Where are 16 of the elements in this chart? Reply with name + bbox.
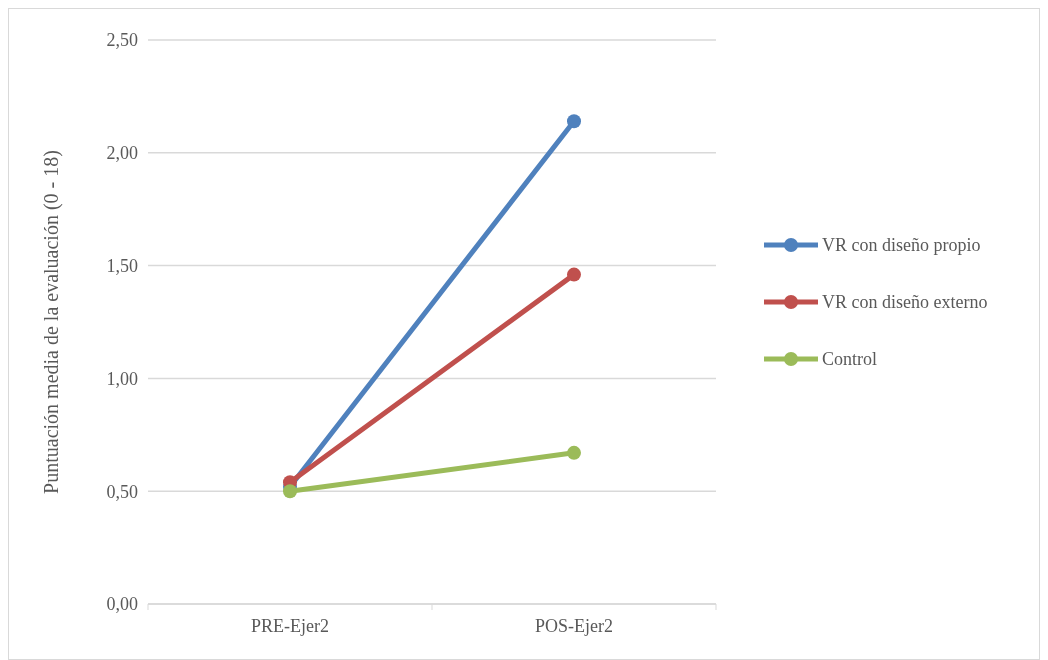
y-tick-label: 0,00 bbox=[106, 594, 138, 615]
y-tick-label: 2,00 bbox=[106, 143, 138, 164]
y-tick-label: 2,50 bbox=[106, 30, 138, 51]
legend-label: Control bbox=[822, 349, 878, 370]
legend-label: VR con diseño externo bbox=[822, 292, 988, 313]
point bbox=[567, 114, 581, 129]
legend-label: VR con diseño propio bbox=[822, 235, 981, 256]
point bbox=[283, 484, 297, 499]
x-tick-label: PRE-Ejer2 bbox=[251, 616, 329, 636]
x-tick-label: POS-Ejer2 bbox=[535, 616, 613, 636]
y-tick-label: 1,50 bbox=[106, 255, 138, 276]
point bbox=[567, 445, 581, 460]
y-axis-title: Puntuación media de la evaluación (0 - 18) bbox=[40, 150, 63, 494]
y-tick-label: 1,00 bbox=[106, 368, 138, 389]
y-tick-label: 0,50 bbox=[106, 481, 138, 502]
point bbox=[567, 267, 581, 282]
